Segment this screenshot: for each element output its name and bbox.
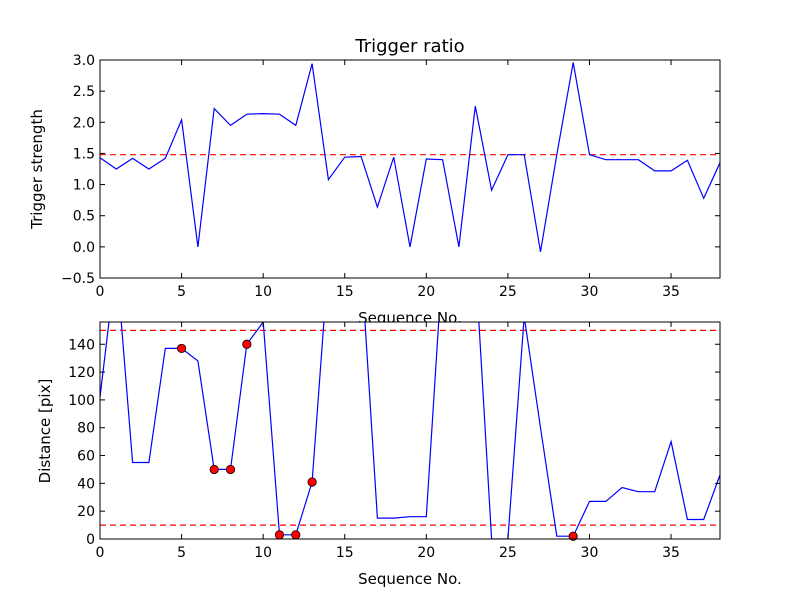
highlighted-point: [274, 530, 285, 540]
y-tick-label: 100: [68, 393, 95, 409]
highlighted-point: [242, 339, 252, 349]
y-tick-label: 2.0: [73, 115, 95, 131]
x-tick-label: 30: [581, 545, 599, 561]
y-tick-label: −0.5: [61, 271, 95, 287]
y-tick-label: 140: [68, 337, 95, 353]
x-tick-label: 25: [499, 545, 517, 561]
plot-area: [100, 322, 720, 539]
distance-chart: Distance [pix] Sequence No. 0 5 10 15 20 25 30…: [36, 321, 721, 588]
y-tick-label: 40: [77, 476, 95, 492]
series-line: [100, 62, 720, 252]
x-tick-label: 15: [336, 545, 354, 561]
x-tick-label: 5: [177, 545, 186, 561]
x-tick-label: 30: [581, 284, 599, 300]
axes-frame: [99, 321, 721, 540]
y-tick-label: 60: [77, 449, 95, 465]
chart-title: Trigger ratio: [354, 36, 464, 57]
series-line: [100, 322, 720, 539]
x-tick-label: 25: [499, 284, 517, 300]
y-axis-label: Distance [pix]: [36, 379, 54, 484]
plot-area: [100, 60, 720, 278]
y-tick-label: 120: [68, 365, 95, 381]
x-tick-label: 15: [336, 284, 354, 300]
x-tick-label: 10: [254, 545, 272, 561]
y-tick-label: 1.0: [73, 178, 95, 194]
x-tick-label: 10: [254, 284, 272, 300]
axes-frame: [99, 59, 721, 279]
y-tick-label: 80: [77, 421, 95, 437]
x-tick-label: 0: [96, 545, 105, 561]
x-tick-label: 5: [177, 284, 186, 300]
highlighted-point: [568, 531, 578, 541]
y-tick-label: 0.5: [73, 209, 95, 225]
y-tick-label: 20: [77, 504, 95, 520]
highlighted-point: [176, 343, 187, 354]
y-tick-label: 3.0: [73, 53, 95, 69]
highlighted-point: [307, 477, 317, 487]
x-tick-label: 35: [662, 284, 680, 300]
y-axis-label: Trigger strength: [28, 109, 46, 230]
y-tick-label: 0: [86, 532, 95, 548]
x-tick-label: 20: [417, 284, 435, 300]
highlighted-point: [291, 530, 301, 540]
x-tick-label: 0: [96, 284, 105, 300]
y-tick-label: 0.0: [73, 240, 95, 256]
highlighted-point: [225, 464, 236, 475]
y-tick-label: 1.5: [73, 146, 95, 162]
x-tick-label: 20: [417, 545, 435, 561]
x-axis-label: Sequence No.: [358, 570, 462, 588]
y-tick-label: 2.5: [73, 84, 95, 100]
trigger-ratio-chart: Trigger ratio Trigger strength Sequence …: [28, 36, 721, 327]
highlighted-point: [209, 464, 219, 475]
x-tick-label: 35: [662, 545, 680, 561]
